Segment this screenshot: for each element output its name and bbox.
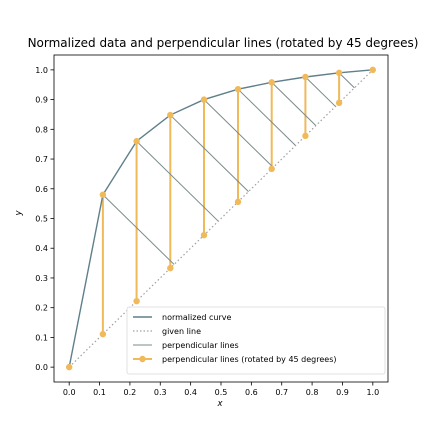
perpendicular-line <box>136 140 219 222</box>
marker-point <box>302 73 309 81</box>
x-tick-label: 0.0 <box>63 388 76 397</box>
marker-point <box>133 297 140 305</box>
x-tick-label: 0.1 <box>93 388 106 397</box>
chart-title: Normalized data and perpendicular lines … <box>28 36 419 50</box>
y-tick-label: 0.1 <box>35 333 48 342</box>
normalized-curve-layer <box>68 69 373 368</box>
legend-label-given-line: given line <box>162 327 201 336</box>
perpendicular-lines-layer <box>102 72 355 265</box>
marker-point <box>268 165 275 173</box>
perpendicular-line <box>237 88 296 146</box>
markers-layer <box>65 66 377 371</box>
marker-point <box>335 99 343 107</box>
perpendicular-line <box>203 99 274 168</box>
legend: normalized curve given line perpendicula… <box>126 306 386 375</box>
marker-point <box>369 66 377 74</box>
marker-point <box>234 85 242 93</box>
y-tick-label: 0.3 <box>35 274 48 283</box>
x-tick-label: 0.3 <box>154 388 167 397</box>
y-tick-label: 0.9 <box>35 96 48 105</box>
y-tick-label: 0.5 <box>35 215 48 224</box>
y-tick-label: 0.2 <box>35 304 48 313</box>
y-axis-label: y <box>14 210 24 217</box>
given-line <box>68 69 374 368</box>
y-tick-label: 1.0 <box>35 66 48 75</box>
given-line-layer <box>68 69 374 368</box>
marker-point <box>167 264 174 272</box>
y-tick-label: 0.7 <box>35 155 48 164</box>
marker-point <box>65 363 73 371</box>
y-tick-label: 0.6 <box>35 185 48 194</box>
normalized-curve <box>68 69 373 368</box>
x-tick-label: 1.0 <box>366 388 379 397</box>
x-tick-label: 0.2 <box>124 388 137 397</box>
legend-label-normalized-curve: normalized curve <box>162 313 231 322</box>
x-tick-label: 0.4 <box>184 388 197 397</box>
marker-point <box>268 79 275 86</box>
perpendicular-line <box>169 114 249 192</box>
legend-label-rotated-lines: perpendicular lines (rotated by 45 degre… <box>162 355 336 364</box>
marker-point <box>200 96 208 103</box>
perpendicular-line <box>305 76 336 107</box>
marker-point <box>99 330 107 338</box>
x-tick-label: 0.5 <box>215 388 228 397</box>
y-tick-label: 0.8 <box>35 125 48 134</box>
x-tick-label: 0.8 <box>306 388 319 397</box>
x-tick-label: 0.9 <box>336 388 349 397</box>
y-tick-label: 0.0 <box>35 363 48 372</box>
legend-swatch-rotated-marker <box>139 355 146 363</box>
marker-point <box>99 191 107 198</box>
y-ticks: 0.0 0.1 0.2 0.3 0.4 0.5 0.6 0.7 0.8 0.9 1.0 <box>35 66 54 372</box>
marker-point <box>200 231 208 239</box>
x-axis-label: x <box>216 399 223 409</box>
rotated-lines-layer <box>101 72 341 335</box>
x-ticks: 0.0 0.1 0.2 0.3 0.4 0.5 0.6 0.7 0.8 0.9 1.0 <box>63 382 379 397</box>
perpendicular-line <box>271 81 317 126</box>
legend-box <box>126 306 386 375</box>
marker-point <box>335 69 343 77</box>
x-tick-label: 0.6 <box>245 388 258 397</box>
marker-point <box>302 132 309 140</box>
perpendicular-line <box>338 72 355 89</box>
y-tick-label: 0.4 <box>35 244 48 253</box>
perpendicular-line <box>102 194 175 265</box>
x-tick-label: 0.7 <box>275 388 288 397</box>
marker-point <box>167 111 174 119</box>
marker-point <box>234 198 242 206</box>
marker-point <box>133 138 140 145</box>
legend-label-perpendicular-lines: perpendicular lines <box>162 341 239 350</box>
